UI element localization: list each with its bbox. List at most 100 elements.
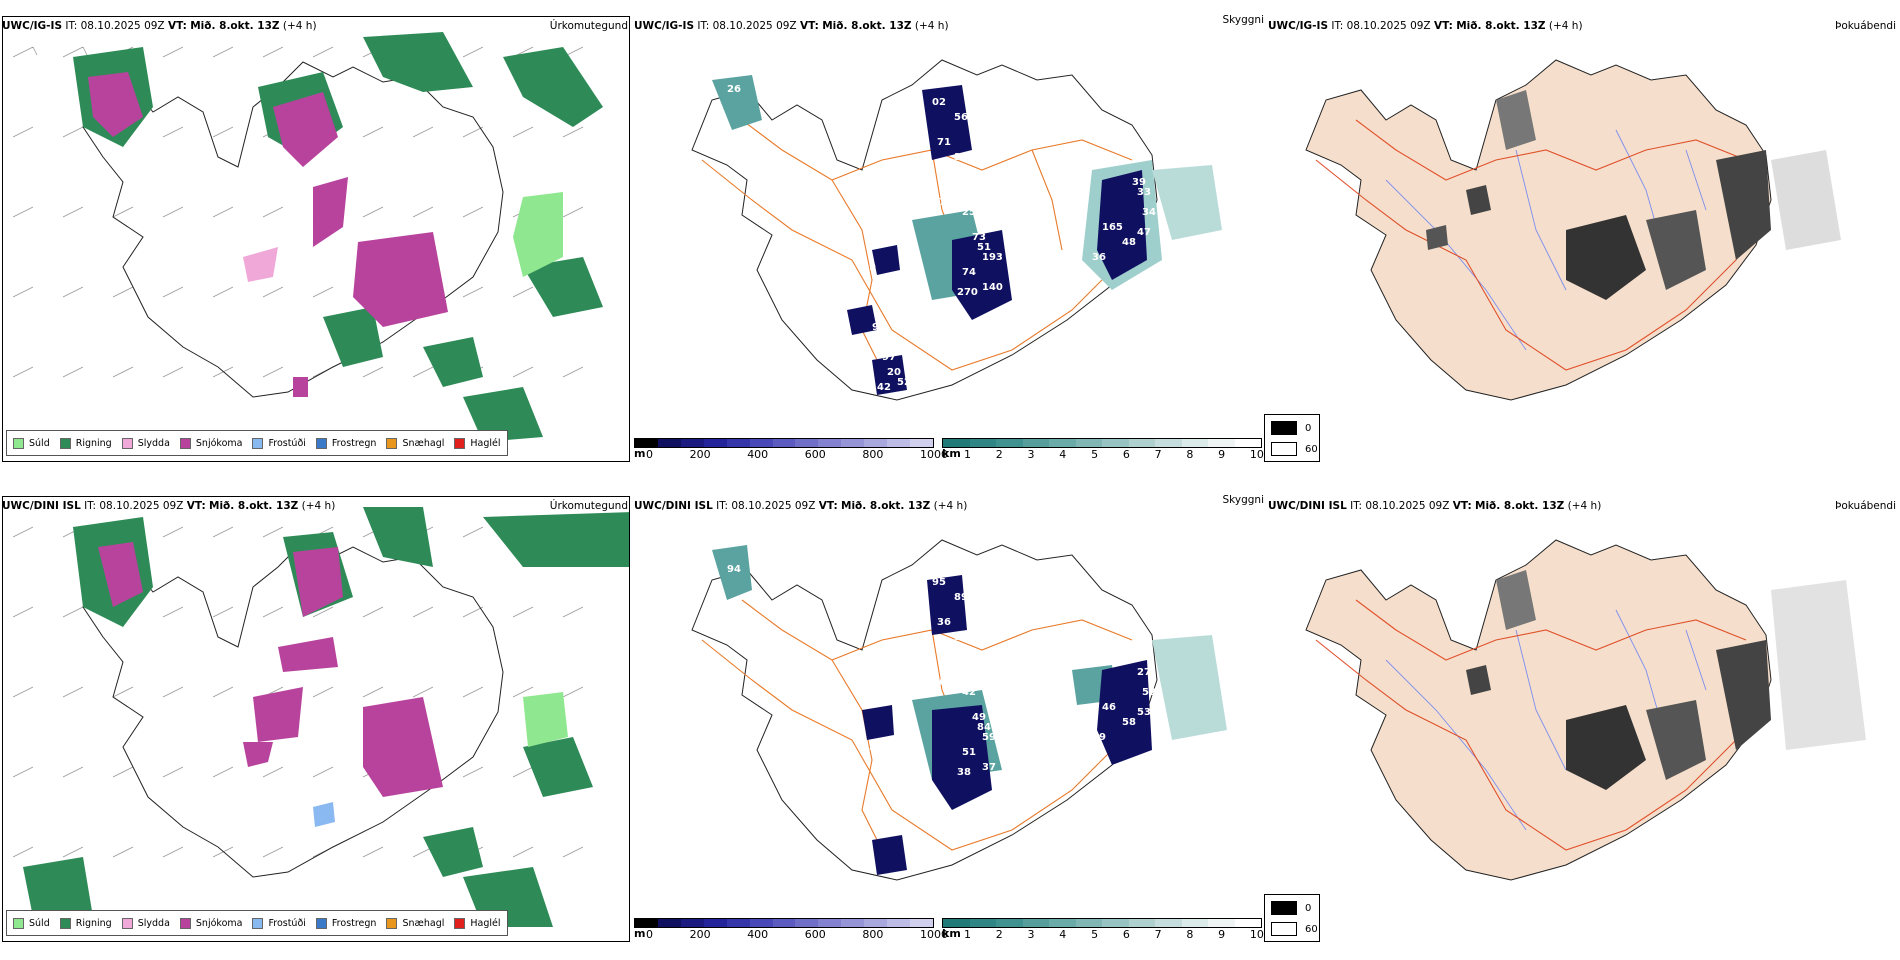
colorbar-segment [1234,919,1261,927]
colorbar-segment [635,919,658,927]
legend-item-rain: Rigning [59,917,112,929]
swatch-freezing-rain [315,917,327,929]
cloud-base-value: 52 [1142,687,1156,698]
cloud-base-value: 52 [897,377,911,388]
cloud-base-value: 474 [972,187,993,198]
legend-item-sleet: Slydda [121,917,170,929]
cloud-base-value: 51 [972,667,986,678]
visibility-colorbar [942,918,1262,928]
cloud-base-value: 47 [1137,227,1151,238]
colorbar-segment [795,919,819,927]
colorbar-segment [1102,439,1129,447]
cloud-base-value: 39 [1092,732,1106,743]
colorbar-segment [969,439,996,447]
colorbar-tick: 1 [964,928,971,941]
cloud-base-unit: m [634,927,646,940]
cloud-base-ticks: 0 200 400 600 800 1000 [646,448,948,461]
cloud-base-value: 95 [932,577,946,588]
precip-panel-title: UWC/DINI ISL IT: 08.10.2025 09Z VT: Mið.… [2,500,336,512]
swatch-snow [179,437,191,449]
cloud-base-value: 89 [954,592,968,603]
cloud-base-colorbar [634,438,934,448]
cloud-base-value: 49 [972,712,986,723]
lead-time: (+4 h) [282,20,317,32]
colorbar-segment [887,919,911,927]
swatch-snow [179,917,191,929]
legend-item-snow-pellets: Snæhagl [386,437,444,449]
fog-swatch-0 [1271,901,1297,915]
precip-panel-name: Úrkomutegund [549,500,628,512]
colorbar-tick: 10 [1249,928,1264,941]
legend-item-hail: Haglél [454,917,501,929]
cloud-base-value: 41 [952,652,966,663]
colorbar-tick: 0 [646,448,653,461]
cloud-base-value: 84 [977,722,991,733]
swatch-drizzle [13,917,24,929]
colorbar-tick: 3 [1027,928,1035,941]
legend-item-freezing-rain: Frostregn [315,437,376,449]
colorbar-segment [996,919,1023,927]
colorbar-segment [1022,439,1049,447]
colorbar-segment [841,439,865,447]
cloud-base-value: 20 [887,367,901,378]
cloud-base-value: 37 [982,762,996,773]
colorbar-tick: 800 [862,928,884,941]
cloud-base-value: 51 [962,747,976,758]
cloud-base-value: 33 [1137,187,1151,198]
colorbar-tick: 0 [646,928,653,941]
visibility-ticks: 1 2 3 4 5 6 7 8 9 10 [964,448,1264,461]
precip-panel-title: UWC/IG-IS IT: 08.10.2025 09Z VT: Mið. 8.… [2,20,317,32]
colorbar-segment [657,439,681,447]
roads [1315,119,1757,371]
colorbar-segment [969,919,996,927]
cloud-base-value: 42 [877,382,891,393]
colorbar-segment [1181,439,1208,447]
colorbar-tick: 7 [1154,448,1162,461]
colorbar-segment [1208,919,1235,927]
swatch-sleet [121,917,133,929]
visibility-unit: km [942,447,961,460]
colorbar-segment [772,919,796,927]
fog-areas [1466,570,1866,790]
visibility-ticks: 1 2 3 4 5 6 7 8 9 10 [964,928,1264,941]
run-label: IT: [65,20,78,32]
roads [1315,599,1757,851]
cloud-base-value: 74 [962,267,976,278]
cloud-base-value: 546 [992,192,1013,203]
cloud-base-value: 73 [847,714,861,725]
precip-panel-name: Úrkomutegund [549,20,628,32]
cloud-base-value: 114 [952,172,973,183]
legend-item-rain: Rigning [59,437,112,449]
legend-item-drizzle: Súld [13,917,50,929]
colorbar-tick: 600 [804,448,826,461]
cloud-base-value: 34 [1142,207,1156,218]
colorbar-segment [726,439,750,447]
fog-panel-title: UWC/DINI ISL IT: 08.10.2025 09Z VT: Mið.… [1268,500,1602,512]
colorbar-segment [795,439,819,447]
swatch-freezing-drizzle [252,437,264,449]
colorbar-tick: 6 [1122,928,1130,941]
swatch-drizzle [13,437,24,449]
legend-item-sleet: Slydda [121,437,170,449]
colorbar-tick: 2 [995,448,1003,461]
colorbar-segment [1234,439,1261,447]
precip-drizzle-areas [523,692,568,747]
valid-label: VT: [167,20,187,32]
cloud-base-value: 193 [982,252,1003,263]
cloud-base-value: 38 [957,767,971,778]
colorbar-tick: 4 [1059,448,1067,461]
colorbar-tick: 7 [1154,928,1162,941]
cloud-base-panel: 94 95 89 36 561 41 51 70 42 76 49 84 73 23 59 51 38 37 46 3… [632,480,1266,960]
colorbar-segment [1075,439,1102,447]
cloud-panel-title: UWC/DINI ISL IT: 08.10.2025 09Z VT: Mið.… [634,500,968,512]
swatch-hail [454,917,466,929]
cloud-base-value: 48 [1122,237,1136,248]
cloud-base-value: 37 [954,152,968,163]
colorbar-segment [943,439,970,447]
colorbar-tick: 1000 [919,448,948,461]
cloud-base-value: 51 [977,242,991,253]
model-name: UWC/IG-IS [2,20,63,32]
colorbar-segment [749,439,773,447]
colorbar-tick: 6 [1122,448,1130,461]
